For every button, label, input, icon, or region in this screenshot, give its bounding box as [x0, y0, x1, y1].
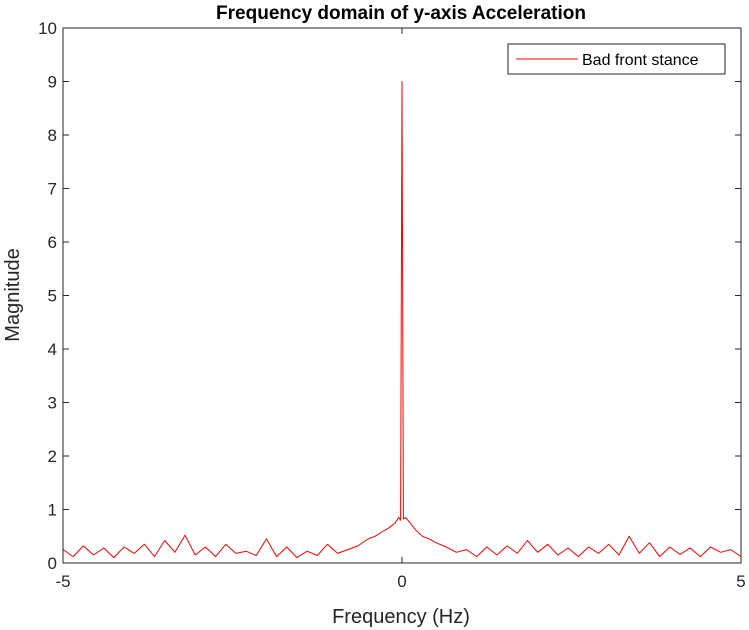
chart-title: Frequency domain of y-axis Acceleration	[216, 3, 586, 24]
y-tick-label-5: 5	[48, 287, 57, 306]
x-axis-label: Frequency (Hz)	[332, 606, 470, 628]
legend: Bad front stance	[507, 43, 726, 75]
y-tick-label-8: 8	[48, 126, 57, 145]
y-tick-label-6: 6	[48, 233, 57, 252]
y-tick-label-7: 7	[48, 180, 57, 199]
y-tick-label-2: 2	[48, 447, 57, 466]
legend-label-bad-front-stance: Bad front stance	[582, 52, 699, 69]
y-tick-label-0: 0	[48, 554, 57, 573]
x-tick-label-2: 5	[736, 572, 745, 591]
x-tick-label-0: -5	[55, 572, 70, 591]
y-tick-label-1: 1	[48, 501, 57, 520]
series-line-0	[62, 81, 742, 559]
y-tick-label-4: 4	[48, 340, 57, 359]
y-tick-label-10: 10	[38, 19, 57, 38]
y-tick-label-3: 3	[48, 394, 57, 413]
y-tick-label-9: 9	[48, 73, 57, 92]
x-tick-label-1: 0	[397, 572, 406, 591]
y-axis-label: Magnitude	[2, 248, 24, 341]
